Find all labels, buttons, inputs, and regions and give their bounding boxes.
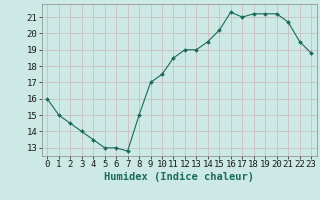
X-axis label: Humidex (Indice chaleur): Humidex (Indice chaleur) <box>104 172 254 182</box>
